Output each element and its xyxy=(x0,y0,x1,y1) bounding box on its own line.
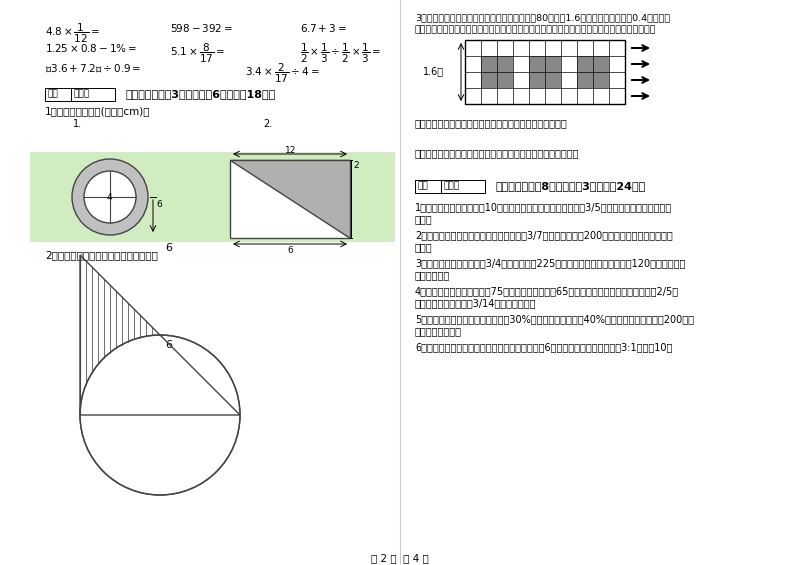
Text: 6、用铁皮制作一个圆柱形油桶，要求底面半径是6分米，高与底面半径之比是3:1，制作10个: 6、用铁皮制作一个圆柱形油桶，要求底面半径是6分米，高与底面半径之比是3:1，制… xyxy=(415,342,672,352)
Text: 1、求阴影部分面积(单位：cm)。: 1、求阴影部分面积(单位：cm)。 xyxy=(45,106,150,116)
Text: 第 2 页  共 4 页: 第 2 页 共 4 页 xyxy=(371,553,429,563)
Circle shape xyxy=(72,159,148,235)
Bar xyxy=(497,72,513,88)
Bar xyxy=(465,40,625,104)
Text: $（3.6+7.2）\div0.9=$: $（3.6+7.2）\div0.9=$ xyxy=(45,62,142,74)
Text: 6: 6 xyxy=(156,200,162,209)
Bar xyxy=(593,56,609,72)
Bar xyxy=(545,72,561,88)
Text: 6: 6 xyxy=(165,243,172,253)
Bar xyxy=(45,88,71,101)
Text: 装配多少台？: 装配多少台？ xyxy=(415,270,450,280)
Text: 六、应用题（共8小题，每题3分，共计24分）: 六、应用题（共8小题，每题3分，共计24分） xyxy=(495,181,646,192)
Text: 6: 6 xyxy=(165,340,172,350)
Bar xyxy=(529,56,545,72)
Text: 评卷人: 评卷人 xyxy=(444,181,460,190)
Text: 6: 6 xyxy=(287,246,293,255)
Bar xyxy=(577,72,593,88)
Text: 2.: 2. xyxy=(263,119,272,129)
Bar xyxy=(529,72,545,88)
Circle shape xyxy=(80,335,240,495)
Text: $6.7+3=$: $6.7+3=$ xyxy=(300,22,346,34)
Bar xyxy=(593,72,609,88)
Text: ⑵铺设这条人行通道一共需要多少块红色地板砖？（不计损耗）: ⑵铺设这条人行通道一共需要多少块红色地板砖？（不计损耗） xyxy=(415,148,579,158)
Text: 评卷人: 评卷人 xyxy=(74,89,90,98)
Bar xyxy=(497,56,513,72)
Text: 黄两种正方形地砖铺设（下图是铺设的局部图示，其中空白、阴影分别表示黄、红两种颜色）。: 黄两种正方形地砖铺设（下图是铺设的局部图示，其中空白、阴影分别表示黄、红两种颜色… xyxy=(415,25,657,34)
Bar xyxy=(30,152,395,242)
Circle shape xyxy=(84,171,136,223)
Text: ⑴铺设这条人行通道一共需要多少块地板砖？（不计损耗）: ⑴铺设这条人行通道一共需要多少块地板砖？（不计损耗） xyxy=(415,118,568,128)
Text: 得分: 得分 xyxy=(48,89,58,98)
Text: 12: 12 xyxy=(285,146,296,155)
Text: 五、综合题（共3小题，每题6分，共计18分）: 五、综合题（共3小题，每题6分，共计18分） xyxy=(125,89,275,99)
Text: 4: 4 xyxy=(107,193,113,202)
Text: 这段公路有多长？: 这段公路有多长？ xyxy=(415,326,462,336)
Text: 3、欣欣社区公园要铺设一条人行通道，通道长80米，宽1.6米，现在用边长都是0.4米的红、: 3、欣欣社区公园要铺设一条人行通道，通道长80米，宽1.6米，现在用边长都是0.… xyxy=(415,13,670,22)
Bar xyxy=(441,180,485,193)
Text: $5.1\times\dfrac{8}{17}=$: $5.1\times\dfrac{8}{17}=$ xyxy=(170,42,226,65)
Text: 4、电脑公司第一天装配电脑75台，第二天装配电脑65台，两天装配的电脑相当于总量的2/5，: 4、电脑公司第一天装配电脑75台，第二天装配电脑65台，两天装配的电脑相当于总量… xyxy=(415,286,679,296)
Bar xyxy=(481,72,497,88)
Text: $\dfrac{1}{2}\times\dfrac{1}{3}\div\dfrac{1}{2}\times\dfrac{1}{3}=$: $\dfrac{1}{2}\times\dfrac{1}{3}\div\dfra… xyxy=(300,42,382,65)
Bar xyxy=(545,56,561,72)
Text: $4.8\times\dfrac{1}{12}=$: $4.8\times\dfrac{1}{12}=$ xyxy=(45,22,100,45)
Text: 1、一张课桌比一把椅子贵10元，如果椅子的单价是课桌单价的3/5，课桌和椅子的单价各是多: 1、一张课桌比一把椅子贵10元，如果椅子的单价是课桌单价的3/5，课桌和椅子的单… xyxy=(415,202,672,212)
Text: 2: 2 xyxy=(353,161,358,170)
Text: 1.: 1. xyxy=(73,119,82,129)
Text: 1.6米: 1.6米 xyxy=(423,66,444,76)
Text: $598-392=$: $598-392=$ xyxy=(170,22,234,34)
Text: $1.25\times0.8-1\%=$: $1.25\times0.8-1\%=$ xyxy=(45,42,138,54)
Text: 2、求阴影部分的面积（单位：厘米）。: 2、求阴影部分的面积（单位：厘米）。 xyxy=(45,250,158,260)
Bar xyxy=(415,180,441,193)
Text: 少元？: 少元？ xyxy=(415,214,433,224)
Bar xyxy=(71,88,115,101)
Polygon shape xyxy=(230,160,350,238)
Text: 2、一辆汽车从甲地开往乙地，行了全程的3/7后，离乙地还有200千米，甲、乙两地相距多少: 2、一辆汽车从甲地开往乙地，行了全程的3/7后，离乙地还有200千米，甲、乙两地… xyxy=(415,230,673,240)
Text: 得分: 得分 xyxy=(418,181,429,190)
Bar xyxy=(577,56,593,72)
Bar xyxy=(481,56,497,72)
Bar xyxy=(230,160,350,238)
Text: $3.4\times\dfrac{2}{17}\div4=$: $3.4\times\dfrac{2}{17}\div4=$ xyxy=(245,62,320,85)
Text: 千米？: 千米？ xyxy=(415,242,433,252)
Text: 5、修一段公路，第一天修了全长的30%，第二天修了全长的40%，第二天比第一天多修200米，: 5、修一段公路，第一天修了全长的30%，第二天修了全长的40%，第二天比第一天多… xyxy=(415,314,694,324)
Text: 3、甲乙两个生产小组用了3/4天共同装配了225台电视机，已知甲组每天装配120台，乙组每天: 3、甲乙两个生产小组用了3/4天共同装配了225台电视机，已知甲组每天装配120… xyxy=(415,258,686,268)
Text: 经理说第一天的总量是3/14，他说得对吗？: 经理说第一天的总量是3/14，他说得对吗？ xyxy=(415,298,537,308)
